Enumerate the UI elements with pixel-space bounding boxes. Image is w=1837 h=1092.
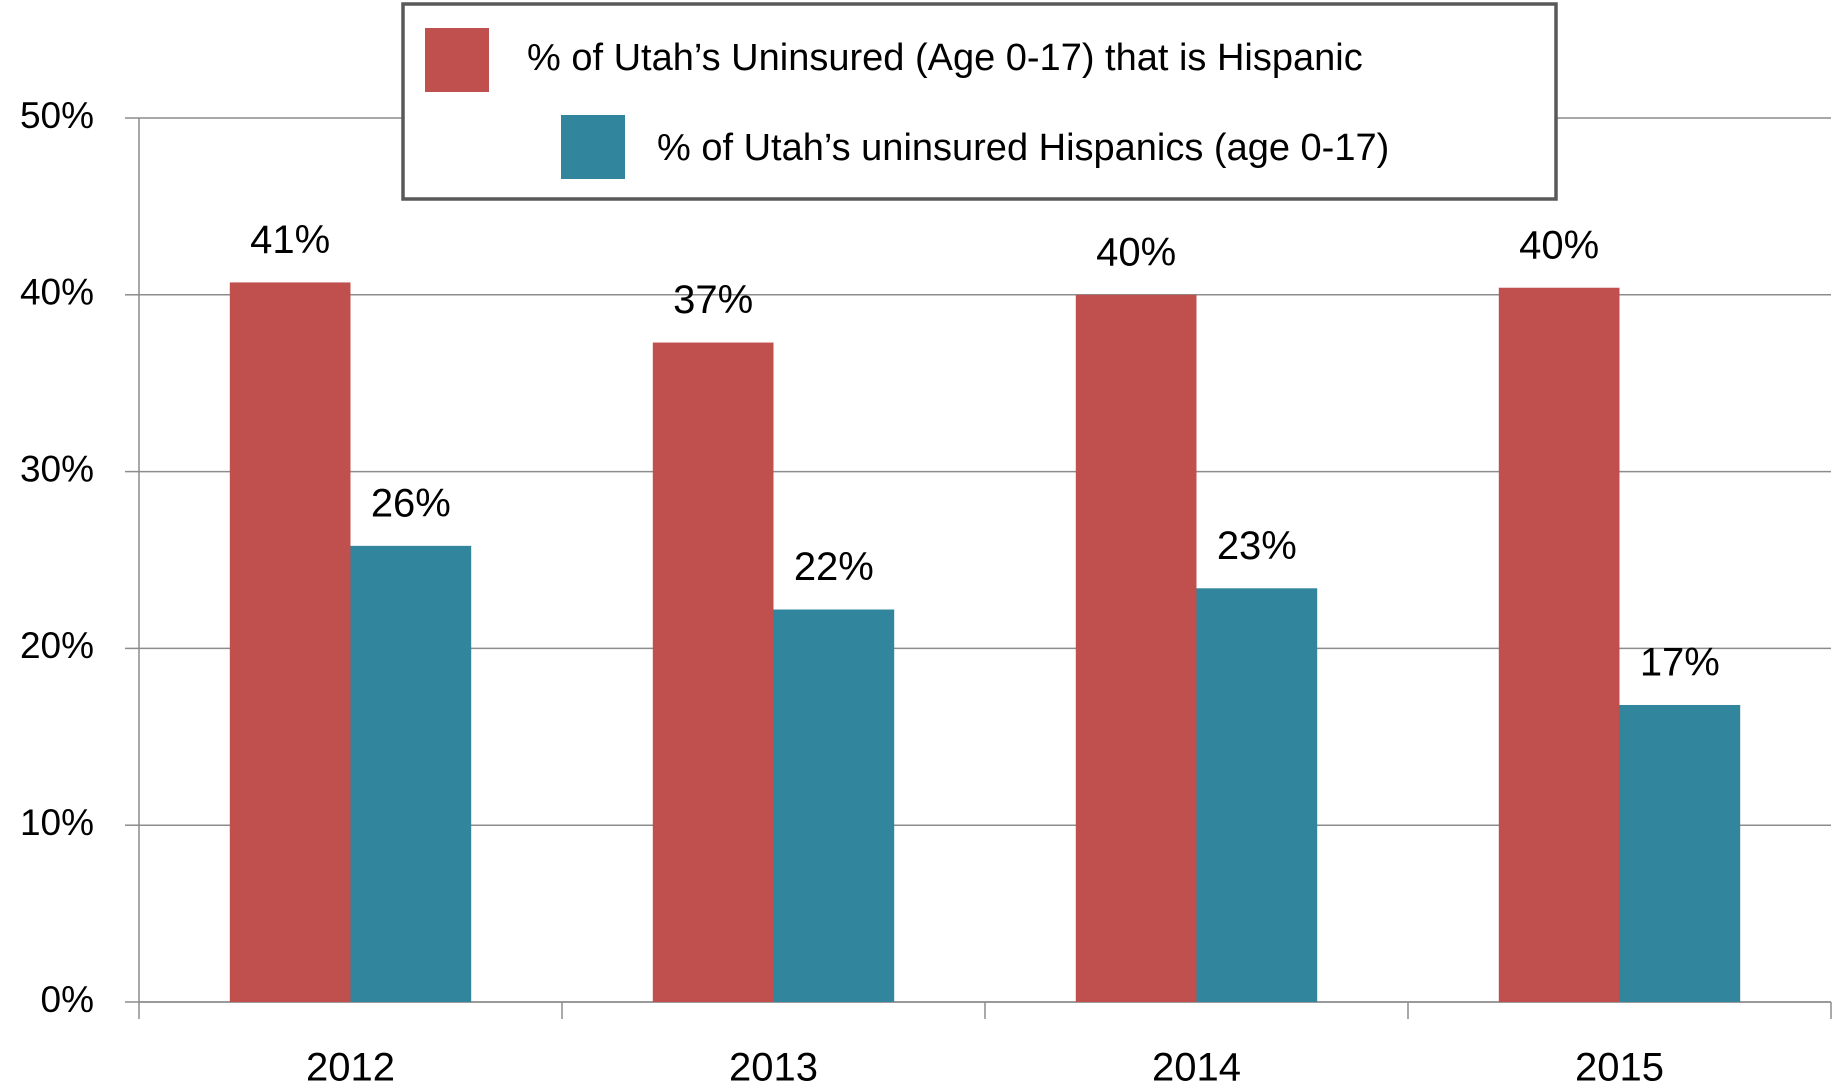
value-label: 40% <box>1519 223 1599 267</box>
bar <box>350 545 472 1002</box>
value-label: 37% <box>673 278 753 322</box>
value-label: 17% <box>1640 641 1720 685</box>
x-tick-label: 2015 <box>1575 1046 1664 1090</box>
legend-label: % of Utah’s Uninsured (Age 0-17) that is… <box>527 37 1363 79</box>
value-label: 22% <box>794 545 874 589</box>
value-label: 40% <box>1096 230 1176 274</box>
x-tick-label: 2013 <box>729 1046 818 1090</box>
bar <box>1619 704 1741 1002</box>
bar <box>652 342 774 1002</box>
legend-swatch <box>561 115 625 179</box>
y-tick-label: 10% <box>20 802 94 843</box>
bar <box>229 282 351 1002</box>
value-label: 23% <box>1217 524 1297 568</box>
x-tick-label: 2012 <box>306 1046 395 1090</box>
y-tick-label: 0% <box>41 979 94 1020</box>
value-label: 26% <box>371 481 451 525</box>
bar <box>1498 287 1620 1002</box>
y-tick-label: 30% <box>20 448 94 489</box>
y-tick-label: 50% <box>20 95 94 136</box>
y-tick-label: 20% <box>20 625 94 666</box>
value-label: 41% <box>250 218 330 262</box>
y-tick-label: 40% <box>20 272 94 313</box>
legend-swatch <box>425 28 489 92</box>
bar <box>773 609 895 1002</box>
bar <box>1196 588 1318 1002</box>
x-tick-label: 2014 <box>1152 1046 1241 1090</box>
legend-label: % of Utah’s uninsured Hispanics (age 0-1… <box>657 127 1389 169</box>
bar <box>1075 294 1197 1002</box>
